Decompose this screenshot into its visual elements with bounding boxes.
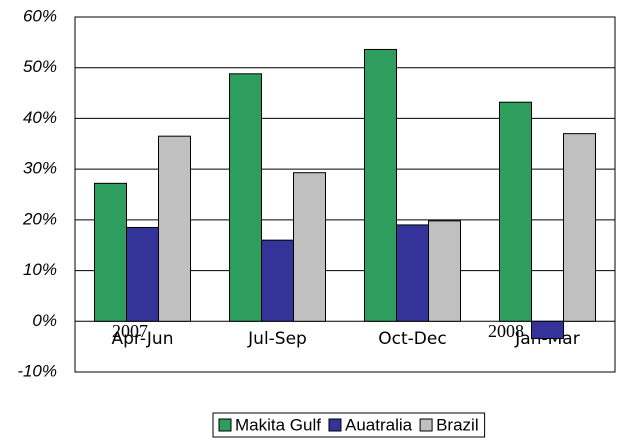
legend-label: Auatralia xyxy=(345,415,413,434)
y-tick-label: 60% xyxy=(23,6,57,25)
y-tick-label: 40% xyxy=(23,108,57,127)
x-tick-label: Apr-Jun xyxy=(112,329,174,349)
legend-label: Makita Gulf xyxy=(235,415,321,434)
year-label: 2007 xyxy=(112,321,148,341)
y-tick-label: 10% xyxy=(23,260,57,279)
y-tick-label: 20% xyxy=(22,209,57,228)
year-label: 2008 xyxy=(488,321,524,341)
legend-frame xyxy=(212,412,486,438)
bar xyxy=(94,182,127,322)
bar xyxy=(563,133,596,322)
bar xyxy=(499,101,532,322)
bar xyxy=(396,224,429,322)
legend-label: Brazil xyxy=(436,415,479,434)
y-tick-label: 50% xyxy=(23,57,57,76)
legend-swatch xyxy=(419,418,433,432)
x-tick-label: Oct-Dec xyxy=(378,329,446,349)
legend-swatch xyxy=(328,418,342,432)
y-tick-label: -10% xyxy=(17,361,57,380)
plot-frame xyxy=(74,16,616,373)
bar xyxy=(531,320,564,340)
bar xyxy=(158,135,191,322)
bar xyxy=(261,239,294,322)
bar xyxy=(229,73,262,322)
x-tick-label: Jul-Sep xyxy=(247,329,307,349)
legend-swatch xyxy=(218,418,232,432)
bar xyxy=(364,48,397,322)
y-tick-label: 0% xyxy=(32,311,57,330)
bar xyxy=(293,172,326,322)
bar xyxy=(428,220,461,322)
bar xyxy=(126,226,159,322)
y-tick-label: 30% xyxy=(23,159,57,178)
